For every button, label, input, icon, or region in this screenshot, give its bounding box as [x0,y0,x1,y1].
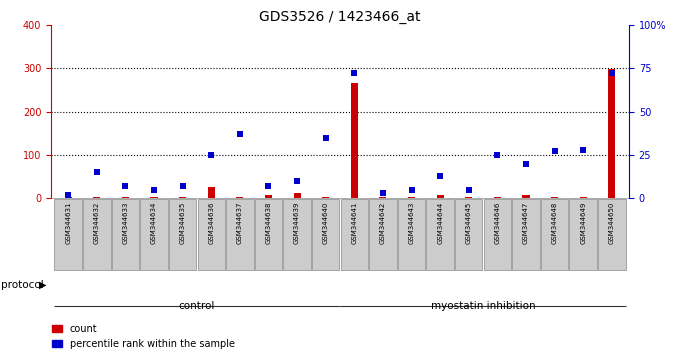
Text: ▶: ▶ [39,280,47,290]
Text: GSM344631: GSM344631 [65,202,71,244]
Point [292,178,303,184]
FancyBboxPatch shape [226,199,254,270]
Text: GSM344648: GSM344648 [551,202,558,244]
Text: GSM344647: GSM344647 [523,202,529,244]
Point [263,183,274,189]
Bar [437,195,444,198]
Point [320,135,331,140]
Point [349,70,360,76]
Point [435,173,445,178]
Point [91,170,102,175]
FancyBboxPatch shape [483,199,511,270]
Bar [265,195,272,198]
Point [120,183,131,189]
Text: GSM344644: GSM344644 [437,202,443,244]
Text: GSM344633: GSM344633 [122,202,129,244]
FancyBboxPatch shape [284,199,311,270]
Point [177,183,188,189]
Text: GSM344649: GSM344649 [580,202,586,244]
Text: GSM344638: GSM344638 [265,202,271,244]
Point [463,187,474,193]
Point [607,70,617,76]
Text: GSM344639: GSM344639 [294,202,300,244]
Point [377,190,388,196]
FancyBboxPatch shape [369,199,396,270]
Bar [522,195,530,198]
Point [63,192,73,198]
Point [148,187,159,193]
Point [492,152,503,158]
Text: myostatin inhibition: myostatin inhibition [430,301,535,311]
FancyBboxPatch shape [512,199,540,270]
Text: control: control [179,301,215,311]
Point [578,147,589,153]
Text: GSM344636: GSM344636 [208,202,214,244]
FancyBboxPatch shape [312,199,339,270]
FancyBboxPatch shape [569,199,597,270]
Text: GSM344646: GSM344646 [494,202,500,244]
Text: GSM344643: GSM344643 [409,202,415,244]
FancyBboxPatch shape [255,199,282,270]
Text: GSM344637: GSM344637 [237,202,243,244]
FancyBboxPatch shape [341,199,368,270]
FancyBboxPatch shape [54,199,82,270]
FancyBboxPatch shape [169,199,197,270]
Point [235,131,245,137]
Bar [351,83,358,198]
FancyBboxPatch shape [398,199,425,270]
FancyBboxPatch shape [197,199,225,270]
FancyBboxPatch shape [112,199,139,270]
Text: GSM344640: GSM344640 [323,202,328,244]
Point [406,187,417,193]
Bar [93,197,101,198]
Bar [207,187,215,198]
Bar [608,69,615,198]
Bar [294,193,301,198]
FancyBboxPatch shape [541,199,568,270]
FancyBboxPatch shape [426,199,454,270]
Point [206,152,217,158]
FancyBboxPatch shape [455,199,483,270]
Text: GSM344650: GSM344650 [609,202,615,244]
Text: GSM344632: GSM344632 [94,202,100,244]
Text: GSM344641: GSM344641 [352,202,357,244]
Text: GSM344642: GSM344642 [380,202,386,244]
FancyBboxPatch shape [598,199,626,270]
Text: GSM344634: GSM344634 [151,202,157,244]
Legend: count, percentile rank within the sample: count, percentile rank within the sample [52,324,235,349]
Point [549,149,560,154]
Title: GDS3526 / 1423466_at: GDS3526 / 1423466_at [259,10,421,24]
Bar [379,197,386,198]
FancyBboxPatch shape [140,199,168,270]
Point [521,161,532,166]
FancyBboxPatch shape [83,199,111,270]
Text: GSM344635: GSM344635 [180,202,186,244]
Text: protocol: protocol [1,280,44,290]
Text: GSM344645: GSM344645 [466,202,472,244]
